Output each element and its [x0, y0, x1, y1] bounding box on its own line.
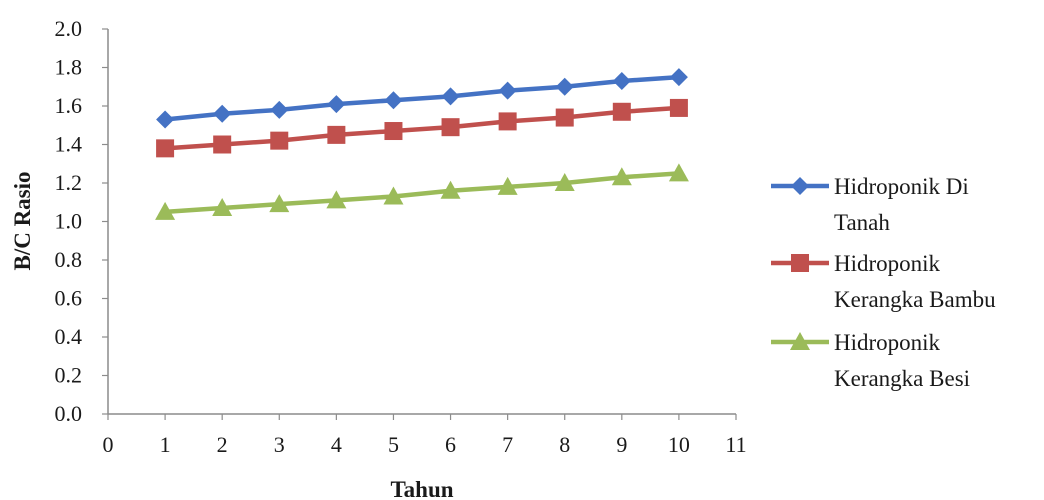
x-tick-label: 11: [725, 432, 746, 457]
x-tick-label: 9: [616, 432, 627, 457]
data-point: [555, 77, 574, 96]
legend-label: Hidroponik: [834, 251, 941, 276]
y-tick-label: 0.4: [55, 324, 83, 349]
data-point: [384, 91, 403, 110]
x-tick-label: 0: [103, 432, 114, 457]
y-tick-label: 0.8: [55, 247, 83, 272]
data-point: [612, 71, 631, 90]
data-point: [611, 167, 632, 186]
x-tick-label: 2: [217, 432, 228, 457]
data-point: [269, 194, 290, 213]
x-tick-label: 5: [388, 432, 399, 457]
data-point: [668, 163, 689, 182]
data-point: [669, 68, 688, 87]
y-tick-label: 1.6: [55, 93, 83, 118]
legend-label: Tanah: [834, 210, 890, 235]
data-point: [213, 135, 232, 154]
series-3: [155, 163, 689, 220]
y-tick-labels: 0.0 0.2 0.4 0.6 0.8 1.0 1.2 1.4 1.6 1.8 2.0: [55, 16, 83, 426]
x-tick-label: 4: [331, 432, 342, 457]
series-1: [156, 68, 688, 129]
data-point: [327, 95, 346, 114]
y-tick-label: 0.0: [55, 401, 83, 426]
data-point: [669, 98, 688, 117]
legend-item: Hidroponik Kerangka Bambu: [771, 251, 996, 312]
data-point: [441, 87, 460, 106]
legend-item: Hidroponik Di Tanah: [771, 174, 969, 235]
data-point: [383, 186, 404, 205]
series-line: [164, 171, 680, 215]
x-tick-label: 10: [668, 432, 690, 457]
y-tick-label: 1.8: [55, 55, 83, 80]
data-point: [156, 110, 175, 129]
x-tick-label: 6: [445, 432, 456, 457]
x-tick-label: 1: [160, 432, 171, 457]
legend-marker: [790, 332, 810, 350]
y-tick-label: 1.0: [55, 209, 83, 234]
legend-label: Hidroponik Di: [834, 174, 969, 199]
data-point: [156, 139, 175, 158]
data-point: [441, 118, 460, 137]
data-point: [498, 81, 517, 100]
x-tick-label: 3: [274, 432, 285, 457]
series-line: [164, 74, 680, 122]
legend: Hidroponik Di Tanah Hidroponik Kerangka Bam…: [771, 174, 996, 391]
data-point: [327, 125, 346, 144]
legend-item: Hidroponik Kerangka Besi: [771, 330, 970, 391]
data-point: [326, 190, 347, 209]
data-point: [270, 100, 289, 119]
legend-marker: [791, 254, 809, 272]
data-point: [498, 112, 517, 131]
y-tick-label: 2.0: [55, 16, 83, 41]
data-point: [270, 131, 289, 150]
y-tick-label: 0.2: [55, 363, 83, 388]
y-tick-label: 0.6: [55, 286, 83, 311]
legend-marker: [791, 177, 809, 195]
series-2: [156, 98, 688, 158]
data-point: [384, 122, 403, 141]
data-point: [213, 104, 232, 123]
data-point: [212, 198, 233, 217]
legend-label: Kerangka Bambu: [834, 287, 996, 312]
x-axis-title: Tahun: [390, 477, 453, 500]
series-line: [164, 105, 680, 151]
legend-label: Hidroponik: [834, 330, 941, 355]
data-point: [554, 173, 575, 191]
y-axis-title: B/C Rasio: [10, 171, 35, 270]
data-point: [155, 201, 176, 220]
x-tick-labels: 0 1 2 3 4 5 6 7 8 9 10 11: [103, 432, 747, 457]
y-tick-label: 1.4: [55, 132, 83, 157]
data-point: [497, 176, 518, 195]
data-point: [555, 108, 574, 127]
x-tick-label: 8: [559, 432, 570, 457]
series-layer: [155, 68, 689, 220]
data-point: [440, 180, 461, 199]
data-point: [612, 102, 631, 121]
x-tick-label: 7: [502, 432, 513, 457]
chart-axes: [102, 28, 737, 420]
y-tick-label: 1.2: [55, 170, 83, 195]
legend-label: Kerangka Besi: [834, 366, 970, 391]
